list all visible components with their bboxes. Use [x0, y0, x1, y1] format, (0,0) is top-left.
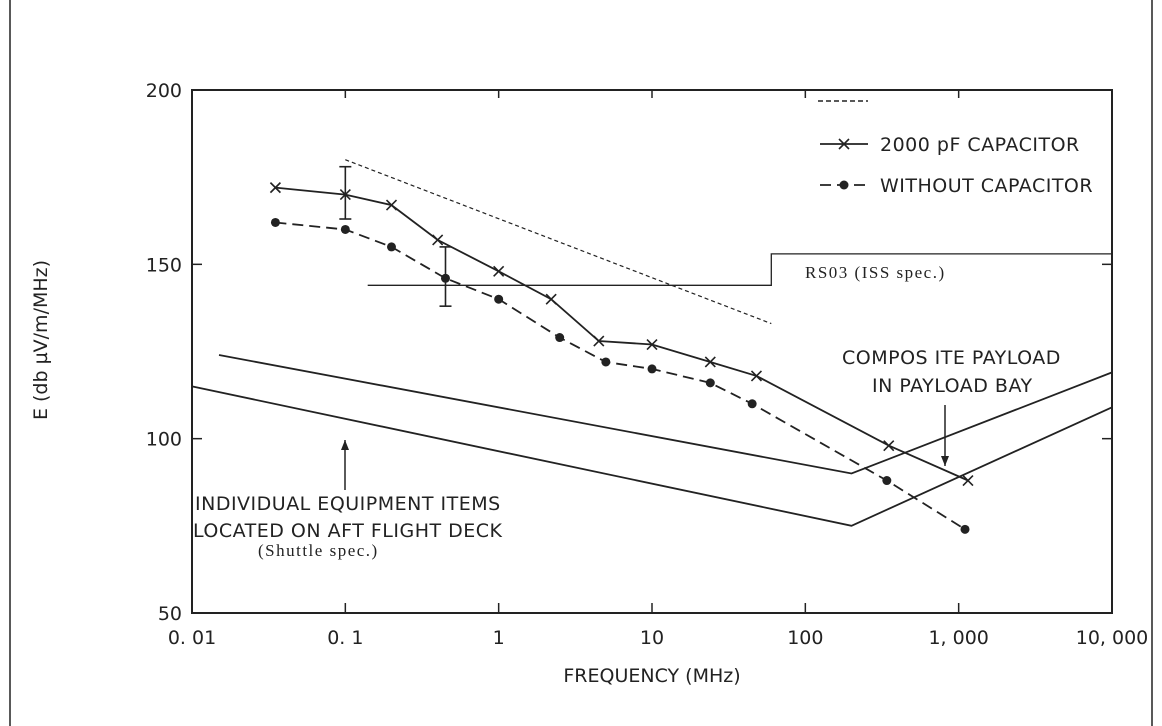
series-0-point-4 — [493, 265, 505, 277]
series-line-5 — [345, 159, 772, 325]
series-0-point-3 — [432, 234, 444, 246]
x-tick-label-5: 1, 000 — [928, 627, 988, 649]
series-line-4 — [367, 253, 1112, 286]
series-0-point-2 — [385, 199, 398, 211]
individual-equipment-label-1: INDIVIDUAL EQUIPMENT ITEMS — [195, 493, 501, 515]
x-tick-label-4: 100 — [787, 627, 823, 649]
x-tick-label-2: 1 — [493, 627, 505, 649]
series-1-point-4 — [494, 294, 504, 304]
composite-payload-label-1: COMPOS ITE PAYLOAD — [842, 347, 1061, 369]
x-tick-label-0: 0. 01 — [168, 627, 216, 649]
series-0-point-11 — [962, 474, 974, 487]
x-tick-label-1: 0. 1 — [327, 627, 363, 649]
figure-frame — [9, 0, 1153, 726]
y-axis-title: E (db µV/m/MHz) — [30, 260, 52, 420]
series-0-point-8 — [704, 356, 716, 368]
series-1-point-11 — [960, 524, 970, 534]
error-bar-1 — [439, 246, 452, 307]
series-layer — [191, 159, 1113, 534]
series-1-point-7 — [647, 364, 657, 374]
shuttle-spec-label: (Shuttle spec.) — [258, 541, 379, 560]
y-tick-label-2: 150 — [146, 254, 182, 276]
composite-payload-label-2: IN PAYLOAD BAY — [872, 375, 1033, 397]
series-1-point-1 — [340, 224, 350, 234]
series-0-point-7 — [646, 338, 658, 351]
series-line-0 — [275, 186, 969, 482]
individual-equipment-label-2: LOCATED ON AFT FLIGHT DECK — [193, 520, 503, 542]
x-axis-title: FREQUENCY (MHz) — [563, 665, 740, 687]
series-line-3 — [191, 385, 1113, 527]
legend-marker-capacitor — [838, 138, 850, 150]
series-1-point-0 — [270, 217, 280, 227]
x-tick-label-3: 10 — [640, 627, 664, 649]
y-tick-label-0: 50 — [158, 603, 182, 625]
series-0-point-5 — [545, 293, 557, 305]
series-0-point-9 — [750, 370, 763, 382]
y-tick-label-3: 200 — [146, 80, 182, 102]
series-1-point-5 — [555, 333, 565, 343]
error-bar-0 — [339, 165, 352, 220]
individual-equipment-arrow — [341, 440, 349, 490]
composite-payload-arrow — [941, 405, 949, 466]
legend-label-capacitor: 2000 pF CAPACITOR — [880, 134, 1080, 156]
series-0-point-0 — [269, 182, 281, 194]
series-1-point-8 — [705, 378, 715, 388]
rs03-spec-label: RS03 (ISS spec.) — [805, 263, 946, 282]
series-1-point-10 — [882, 476, 892, 486]
axis-ticks: 0. 01 0. 1 1 10 100 1, 000 10, 000 50 100 150 200 — [146, 80, 1149, 649]
legend: 2000 pF CAPACITOR WITHOUT CAPACITOR — [818, 100, 1093, 197]
legend-marker-without — [839, 180, 849, 190]
series-1-point-2 — [386, 242, 396, 252]
series-0-point-6 — [593, 335, 605, 347]
series-line-2 — [218, 354, 1113, 475]
x-tick-label-6: 10, 000 — [1076, 627, 1149, 649]
legend-label-without-capacitor: WITHOUT CAPACITOR — [880, 175, 1093, 197]
y-tick-label-1: 100 — [146, 429, 182, 451]
series-line-1 — [275, 221, 966, 531]
annotation-layer: COMPOS ITE PAYLOAD IN PAYLOAD BAY INDIVI… — [193, 263, 1061, 560]
series-0-point-10 — [883, 440, 895, 452]
series-1-point-6 — [601, 357, 611, 367]
series-1-point-9 — [747, 399, 757, 409]
